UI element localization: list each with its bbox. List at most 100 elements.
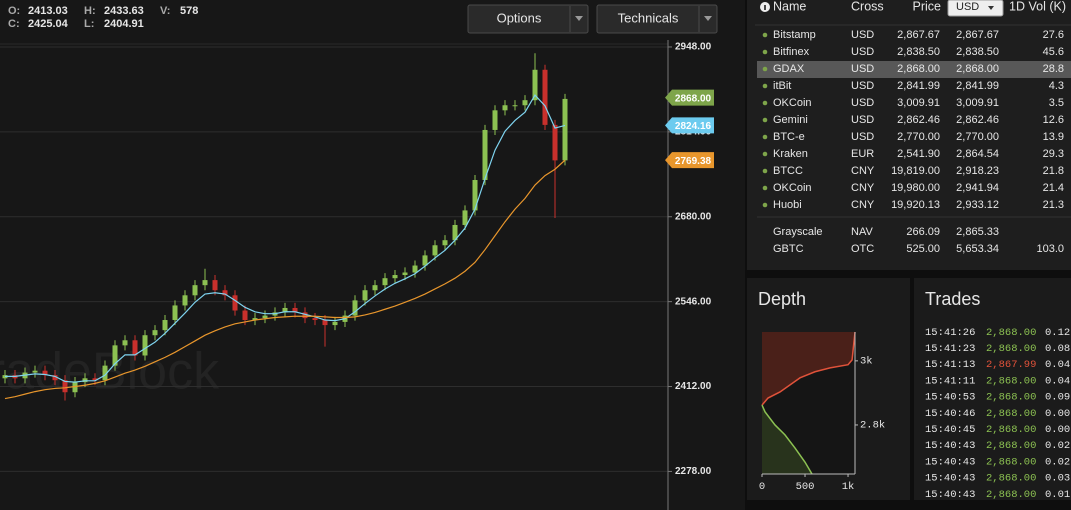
ohlc-value: 2404.91 (104, 18, 144, 30)
dropdown-button[interactable]: Technicals (596, 4, 718, 34)
market-cell: CNY (851, 199, 875, 211)
candle-body (62, 380, 68, 393)
moving-average-line (4, 159, 566, 400)
column-header: 1D Vol (K) (1009, 0, 1066, 13)
candle-body (142, 335, 148, 356)
button-label: Technicals (618, 10, 679, 25)
candle-body (562, 98, 568, 161)
trade-amount: 0.00 (1045, 408, 1070, 420)
market-cell: OKCoin (773, 182, 812, 194)
candle-body (92, 378, 98, 381)
market-cell: 19,980.00 (891, 182, 940, 194)
plot (0, 46, 668, 472)
bid-fill (762, 405, 812, 474)
bid-line (761, 404, 813, 475)
trade-amount: 0.01 (1045, 489, 1070, 501)
candle-body (42, 370, 48, 376)
ohlc-value: 2433.63 (104, 5, 144, 17)
candle-body (322, 320, 328, 326)
market-cell: USD (851, 131, 874, 143)
market-cell: USD (851, 46, 874, 58)
candle-body (452, 224, 458, 241)
market-cell: 2,841.99 (897, 80, 940, 92)
market-cell: Huobi (773, 199, 802, 211)
trade-price: 2,868.00 (986, 343, 1036, 355)
ohlc-label: L: (84, 18, 94, 30)
market-cell: 2,865.33 (956, 226, 999, 238)
candle-body (422, 255, 428, 266)
selected-row[interactable] (757, 61, 1071, 78)
trade-time: 15:40:43 (925, 473, 975, 485)
candle-body (222, 290, 228, 296)
candle-body (412, 265, 418, 273)
candle-body (462, 210, 468, 225)
candle-body (32, 370, 38, 373)
market-cell: USD (851, 63, 874, 75)
candle-body (402, 272, 408, 276)
market-cell: 21.8 (1043, 165, 1064, 177)
market-cell: 2,941.94 (956, 182, 999, 194)
trade-price: 2,868.00 (986, 489, 1036, 501)
trade-price: 2,868.00 (986, 408, 1036, 420)
trade-time: 15:41:13 (925, 359, 975, 371)
market-cell: 19,819.00 (891, 165, 940, 177)
market-cell: 525.00 (906, 243, 940, 255)
trades-title: Trades (925, 289, 980, 309)
ask-line (761, 331, 856, 406)
price-tag (665, 152, 714, 169)
trade-price: 2,868.00 (986, 327, 1036, 339)
candle-body (522, 100, 528, 106)
trade-amount: 0.00 (1045, 424, 1070, 436)
market-cell: 3.5 (1049, 97, 1064, 109)
button-box (596, 4, 718, 34)
column-header: Price (913, 0, 942, 13)
trade-amount: 0.09 (1045, 392, 1070, 404)
candle-body (232, 295, 238, 311)
candle-body (372, 285, 378, 291)
trade-price: 2,868.00 (986, 392, 1036, 404)
market-cell: 45.6 (1043, 46, 1064, 58)
dropdown-button[interactable]: Options (467, 4, 589, 34)
candle-body (72, 382, 78, 393)
market-cell: 21.3 (1043, 199, 1064, 211)
y-tick-label: 2680.00 (675, 211, 712, 222)
market-cell: 2,770.00 (956, 131, 999, 143)
market-cell: 19,920.13 (891, 199, 940, 211)
status-dot (762, 83, 768, 89)
market-cell: Bitstamp (773, 29, 816, 41)
candle-body (252, 318, 258, 321)
candle-body (362, 290, 368, 301)
column-header: USD (956, 1, 979, 13)
market-cell: 2,868.00 (897, 63, 940, 75)
column-header: Cross (851, 0, 884, 13)
column-header: Name (773, 0, 806, 13)
market-cell: 266.09 (906, 226, 940, 238)
candle-body (492, 110, 498, 130)
markets-panel (747, 0, 1071, 270)
button-arrow (575, 16, 583, 21)
status-dot (762, 32, 768, 38)
currency-select[interactable] (947, 0, 1004, 17)
trade-price: 2,868.00 (986, 456, 1036, 468)
depth-y-tick-label: 2.8k (860, 420, 885, 432)
market-cell: Bitfinex (773, 46, 810, 58)
trade-time: 15:41:26 (925, 327, 975, 339)
candle-body (502, 105, 508, 111)
market-cell: Kraken (773, 148, 808, 160)
candle-body (282, 307, 288, 313)
status-dot (762, 185, 768, 191)
market-cell: EUR (851, 148, 874, 160)
candle-body (162, 320, 168, 331)
candle-body (432, 245, 438, 256)
candle-body (152, 330, 158, 336)
market-cell: 2,838.50 (956, 46, 999, 58)
moving-average-line (5, 94, 566, 383)
market-cell: GDAX (773, 63, 805, 75)
chart-panel (0, 0, 745, 510)
candle-body (182, 295, 188, 306)
market-cell: 2,867.67 (897, 29, 940, 41)
candle-body (112, 345, 118, 366)
trade-price: 2,868.00 (986, 375, 1036, 387)
candle-body (472, 180, 478, 211)
